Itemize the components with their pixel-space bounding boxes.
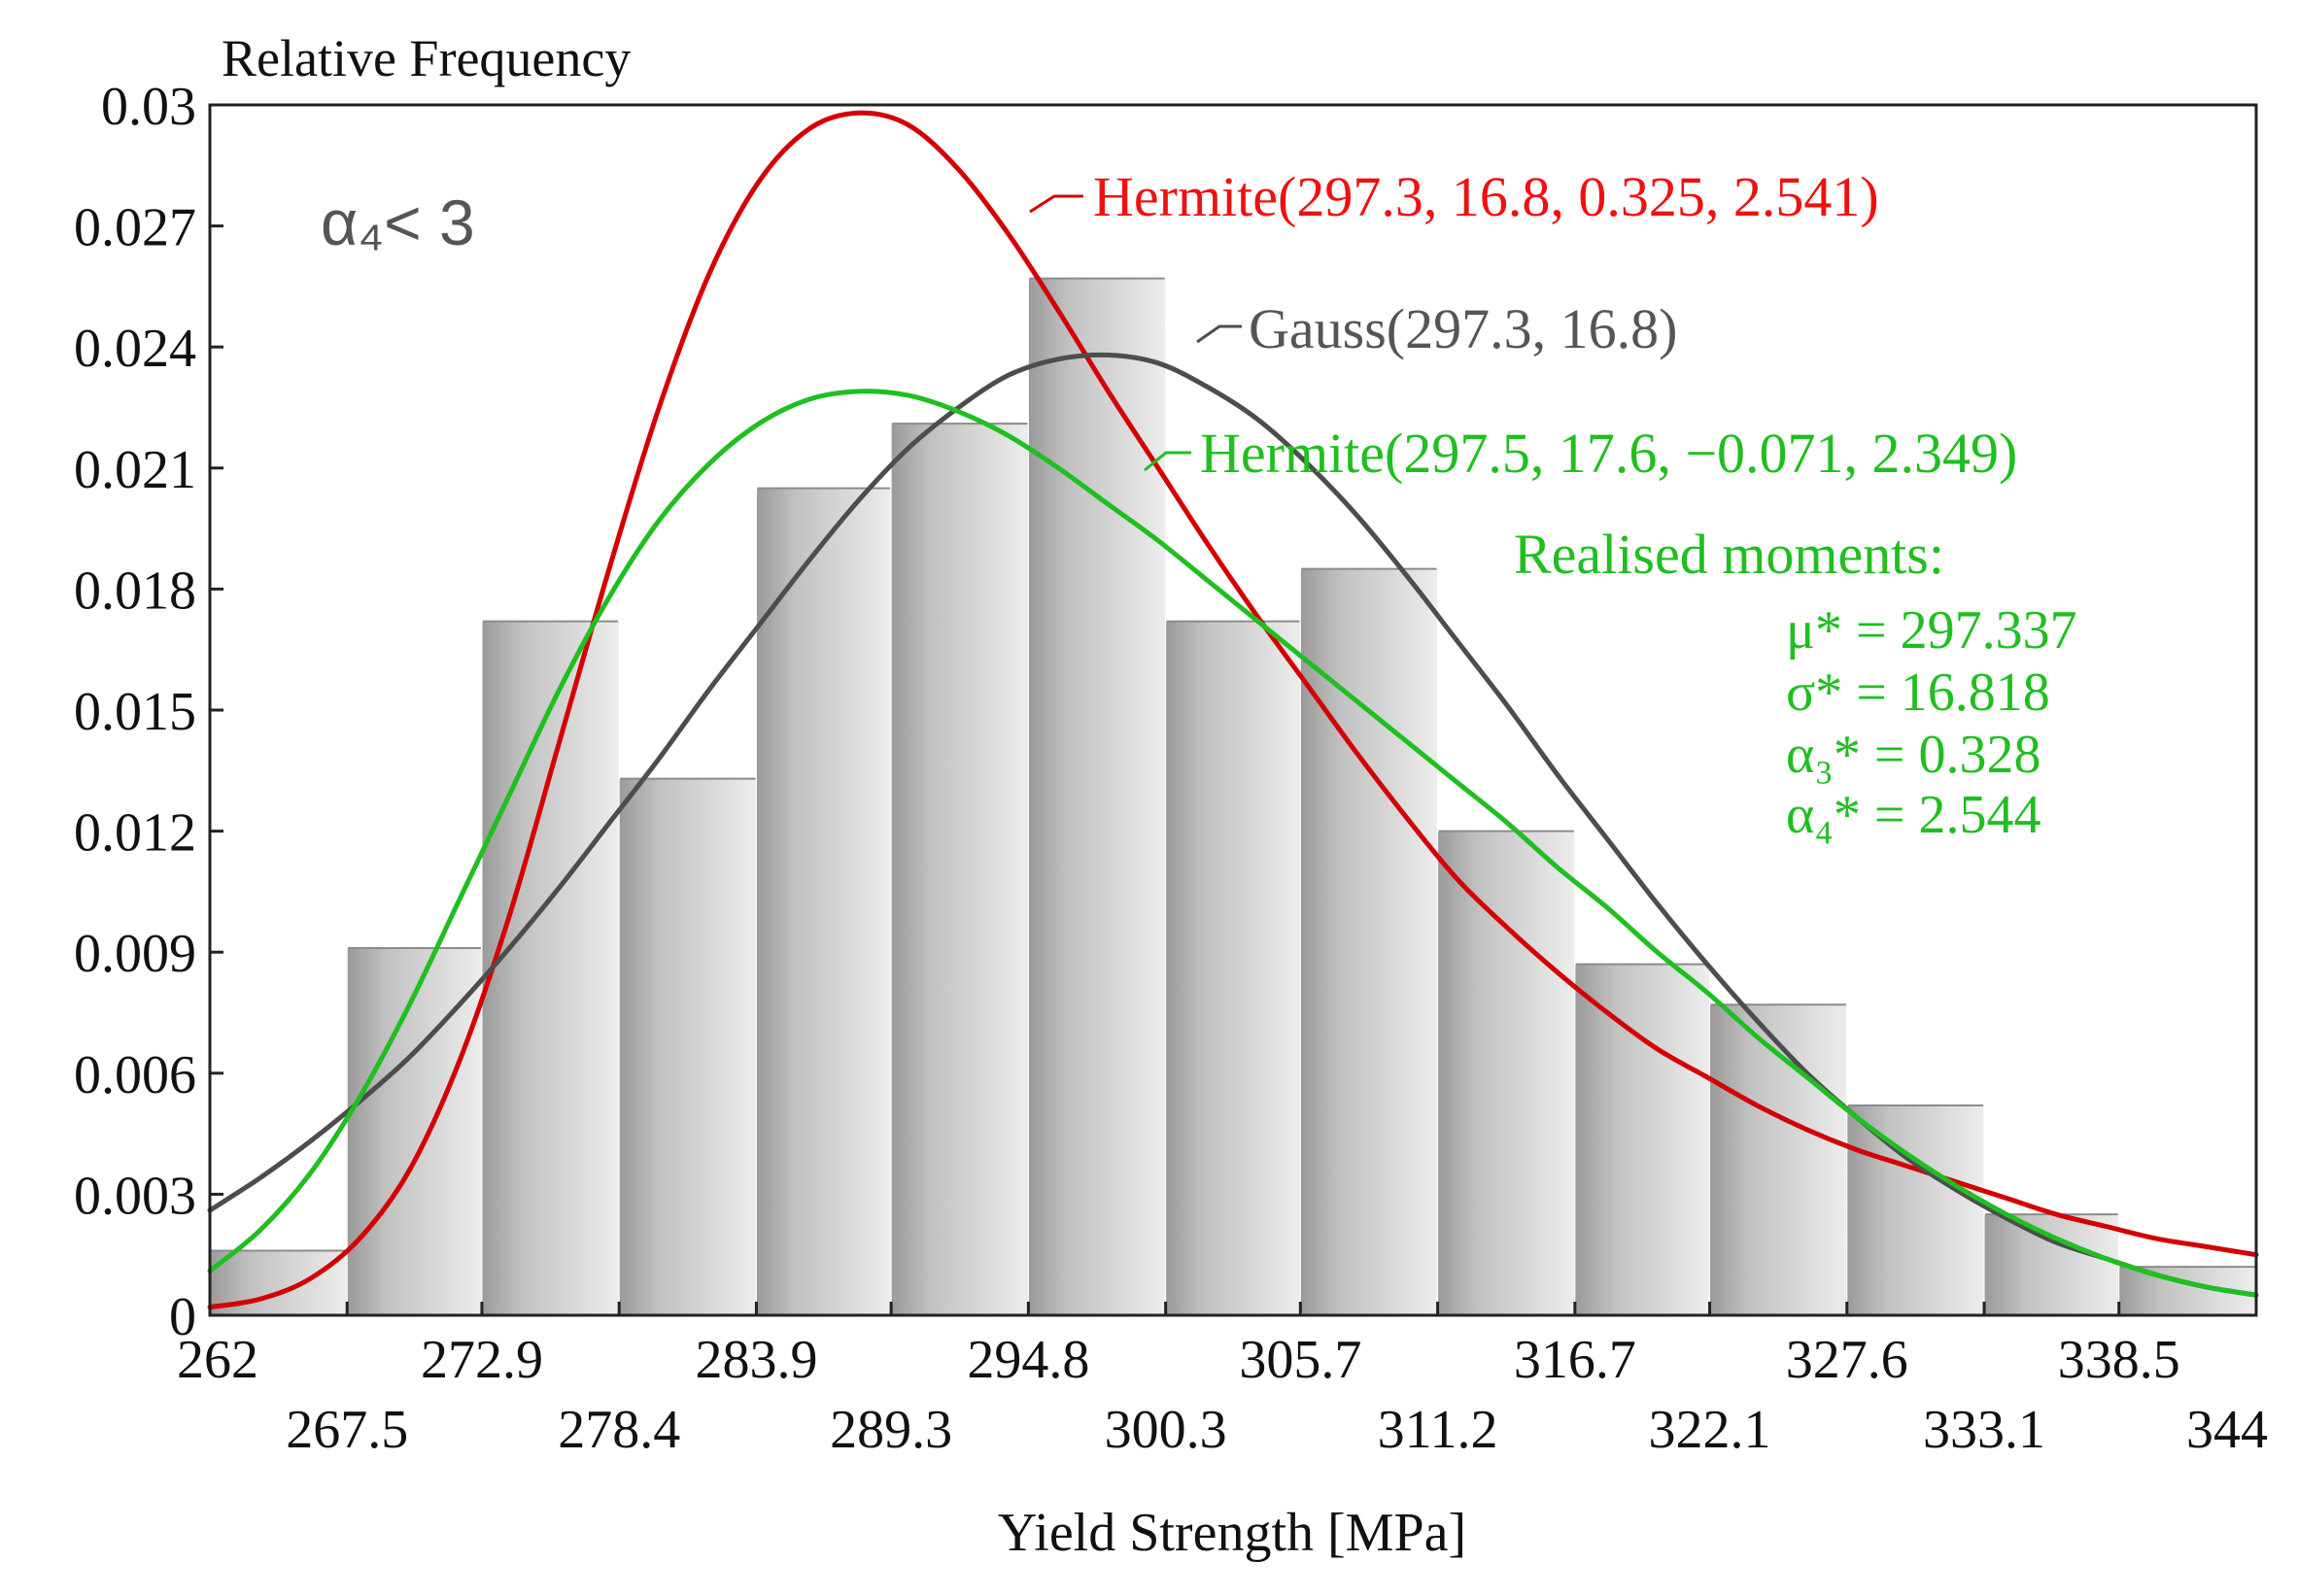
gauss-legend: Gauss(297.3, 16.8): [1249, 297, 1677, 360]
x-tick-label-bottom: 300.3: [1105, 1400, 1227, 1460]
x-tick-label-top: 272.9: [421, 1330, 543, 1390]
y-tick-label: 0.03: [101, 77, 196, 137]
histogram-bar: [1574, 964, 1711, 1316]
x-axis-label: Yield Strength [MPa]: [998, 1503, 1466, 1563]
y-tick-label: 0: [169, 1287, 196, 1347]
moment-alpha3: α₃* = 0.328: [1786, 725, 2040, 785]
y-tick-label: 0.003: [74, 1166, 196, 1226]
y-tick-label: 0.027: [74, 198, 196, 258]
y-tick-label: 0.012: [74, 803, 196, 864]
hermite-red-curve: [207, 110, 2259, 1310]
green-hermite-leader-line: [1144, 451, 1191, 472]
histogram-bar: [1027, 278, 1167, 1316]
histogram-bar: [1165, 621, 1301, 1316]
histogram-bars: [209, 277, 2257, 1316]
density-curves: [207, 110, 2259, 1310]
alpha4-condition-annotation: α₄< 3: [321, 187, 475, 258]
histogram-bar: [755, 488, 892, 1316]
y-axis-label: Relative Frequency: [222, 29, 631, 87]
hermite-green-curve: [207, 389, 2259, 1298]
x-tick-label-top: 327.6: [1786, 1330, 1908, 1390]
x-tick-label-bottom: 333.1: [1923, 1400, 2045, 1460]
y-tick-label: 0.006: [74, 1045, 196, 1105]
gauss-leader-line: [1196, 324, 1242, 344]
histogram-bar: [481, 621, 620, 1316]
moments-title: Realised moments:: [1514, 523, 1944, 586]
x-tick-label-top: 305.7: [1239, 1330, 1361, 1390]
x-tick-label-bottom: 289.3: [830, 1400, 952, 1460]
histogram-bar: [890, 423, 1029, 1316]
x-tick-label-bottom: 322.1: [1649, 1400, 1771, 1460]
moment-mu: μ* = 297.337: [1786, 600, 2077, 661]
histogram-bar: [1299, 568, 1439, 1316]
x-tick-label-top: 338.5: [2058, 1330, 2180, 1390]
x-tick-label-top: 294.8: [967, 1330, 1089, 1390]
x-tick-label-bottom: 344: [2186, 1400, 2268, 1460]
histogram-bar: [346, 947, 483, 1316]
hermite-green-legend: Hermite(297.5, 17.6, −0.071, 2.349): [1200, 422, 2017, 485]
y-axis-ticks: 0 0.003 0.006 0.009 0.012 0.015 0.018 0.021 0.02…: [74, 77, 223, 1347]
histogram-bar: [618, 778, 757, 1316]
histogram-bar: [1437, 831, 1576, 1316]
y-tick-label: 0.021: [74, 440, 196, 500]
x-tick-label-top: 283.9: [695, 1330, 817, 1390]
y-tick-label: 0.018: [74, 560, 196, 621]
histogram-bar: [1846, 1104, 1985, 1316]
moment-alpha4: α₄* = 2.544: [1786, 785, 2040, 845]
y-tick-label: 0.024: [74, 319, 196, 379]
red-hermite-leader-line: [1029, 194, 1083, 214]
x-tick-label-top: 262: [177, 1330, 258, 1390]
histogram-bar: [1983, 1213, 2120, 1316]
hermite-red-legend: Hermite(297.3, 16.8, 0.325, 2.541): [1093, 165, 1879, 228]
y-tick-label: 0.009: [74, 924, 196, 984]
moment-sigma: σ* = 16.818: [1786, 662, 2050, 723]
x-tick-label-bottom: 267.5: [286, 1400, 408, 1460]
x-tick-label-bottom: 278.4: [558, 1400, 680, 1460]
y-tick-label: 0.015: [74, 682, 196, 742]
x-tick-label-bottom: 311.2: [1378, 1400, 1498, 1460]
x-tick-label-top: 316.7: [1514, 1330, 1636, 1390]
